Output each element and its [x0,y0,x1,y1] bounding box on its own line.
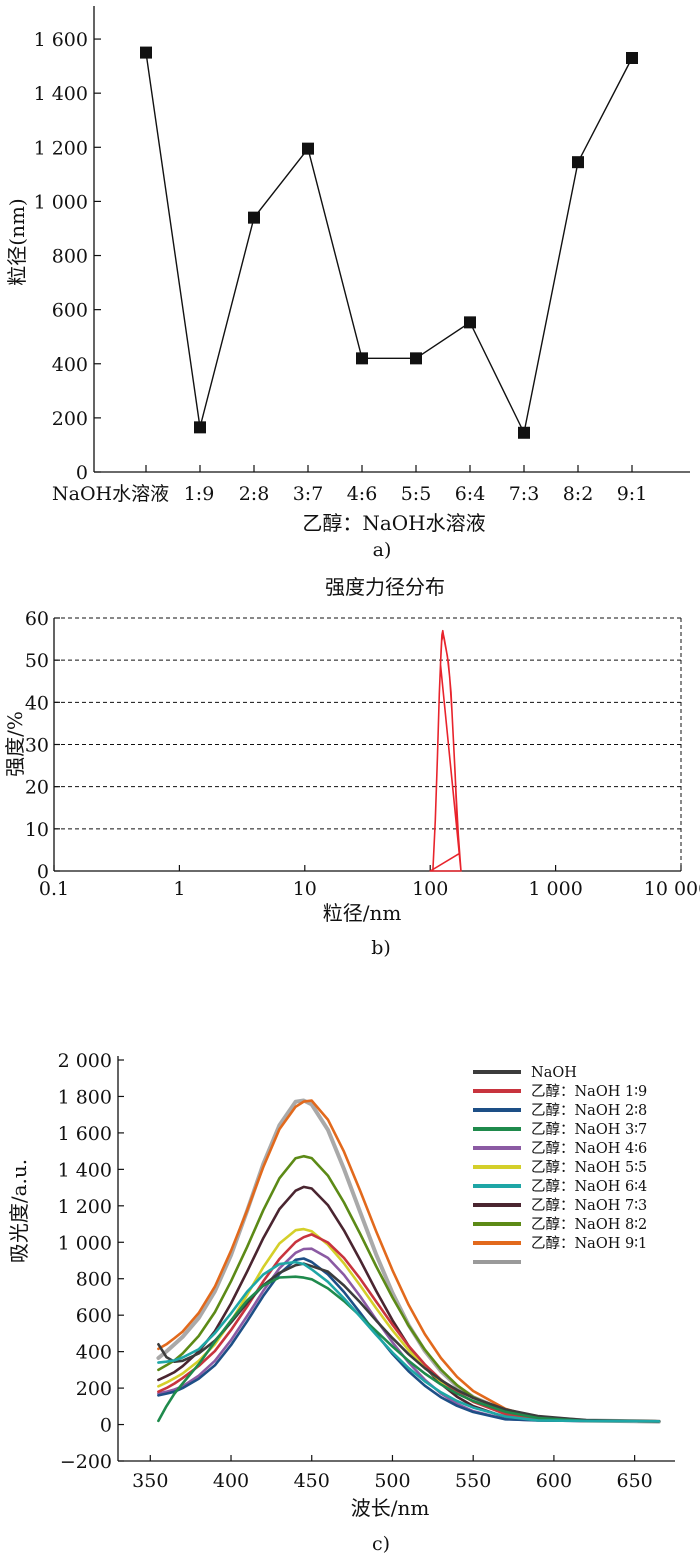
chart-c-series-line [157,1275,661,1423]
chart-a-x-tick-label: 3:7 [293,483,324,505]
chart-a-y-tick-label: 0 [76,462,88,484]
chart-a-y-tick-label: 200 [52,408,88,430]
chart-c-x-tick-label: 400 [213,1470,249,1492]
chart-c-x-tick-label: 350 [132,1470,168,1492]
chart-b-y-axis-label: 强度/% [3,711,27,777]
chart-c: 吸光度/a.u. 波长/nm c) −200 0 200 400 600 800 1 000… [7,1050,675,1555]
chart-c-x-tick-label: 450 [294,1470,330,1492]
chart-b-x-tick-label: 100 [412,878,448,900]
chart-a-data-point [194,421,206,434]
chart-a-y-tick-label: 1 200 [34,137,88,159]
chart-a-data-point [248,211,260,224]
chart-c-y-tick-label: 0 [100,1415,112,1437]
chart-a-x-tick-label: NaOH水溶液 [52,483,169,505]
chart-c-y-tick-label: 1 200 [58,1196,112,1218]
chart-a-y-tick-label: 1 600 [34,29,88,51]
chart-b-y-tick-label: 50 [25,650,49,672]
chart-b-x-tick-label: 0.1 [39,878,69,900]
chart-c-y-tick-label: 800 [76,1269,112,1291]
chart-a-data-point [140,46,152,59]
chart-a-x-tick-label: 1:9 [184,483,215,505]
chart-a-y-tick-label: 1 000 [34,191,88,213]
chart-a-data-point [572,156,584,169]
chart-c-y-tick-label: 600 [76,1305,112,1327]
chart-a-data-point [518,426,530,439]
chart-a-y-tick-label: 600 [52,300,88,322]
chart-c-legend-label: 乙醇：NaOH 5∶5 [531,1159,647,1176]
chart-b-x-tick-label: 10 000 [644,878,700,900]
chart-b-y-tick-label: 10 [25,819,49,841]
chart-c-x-tick-label: 650 [617,1470,653,1492]
chart-c-y-tick-label: 1 600 [58,1123,112,1145]
chart-a-data-point [464,316,476,329]
chart-c-x-tick-label: 500 [374,1470,410,1492]
chart-c-legend-label: 乙醇：NaOH 6∶4 [531,1178,647,1195]
chart-c-y-tick-label: 1 800 [58,1086,112,1108]
chart-c-y-axis-label: 吸光度/a.u. [7,1159,31,1263]
chart-c-legend-label: 乙醇：NaOH 7∶3 [531,1197,647,1214]
chart-c-y-tick-label: 200 [76,1378,112,1400]
chart-c-legend-label: 乙醇：NaOH 3∶7 [531,1121,647,1138]
chart-b-x-tick-label: 10 [293,878,317,900]
chart-a-y-tick-label: 1 400 [34,83,88,105]
chart-a-x-axis-label: 乙醇：NaOH水溶液 [302,511,485,535]
chart-b-y-tick-label: 40 [25,692,49,714]
chart-b-x-axis-label: 粒径/nm [323,901,402,925]
chart-a-x-tick-label: 2:8 [239,483,270,505]
chart-c-legend-label: 乙醇：NaOH 1∶9 [531,1083,647,1100]
chart-a-x-tick-label: 7:3 [509,483,540,505]
chart-c-y-tick-label: 1 000 [58,1232,112,1254]
chart-a-data-point [356,352,368,365]
chart-c-y-tick-label: 1 400 [58,1159,112,1181]
chart-a-series-line [145,52,633,435]
chart-a-data-point [410,352,422,365]
chart-c-x-tick-label: 550 [455,1470,491,1492]
chart-c-series-line [157,1257,661,1423]
chart-a: 粒径(nm) 乙醇：NaOH水溶液 a) 0 200 400 600 800 1 000 1… [5,6,690,561]
chart-c-series-line [157,1154,661,1423]
chart-c-series-line [157,1262,661,1423]
chart-b-title: 强度力径分布 [325,575,445,599]
chart-c-y-tick-label: −200 [60,1451,112,1473]
chart-b: 强度力径分布 强度/% 粒径/nm b) 0 10 20 30 40 50 60 0.1 1 10… [3,575,700,959]
chart-c-legend-label: 乙醇：NaOH 2∶8 [531,1102,647,1119]
chart-c-y-tick-label: 400 [76,1342,112,1364]
chart-b-x-tick-label: 1 000 [528,878,582,900]
chart-c-series-line [157,1099,661,1423]
chart-a-x-tick-label: 6:4 [455,483,486,505]
chart-c-series-line [157,1260,661,1423]
chart-c-legend-label: 乙醇：NaOH 8∶2 [531,1216,647,1233]
chart-b-x-tick-label: 1 [173,878,185,900]
chart-b-y-tick-label: 30 [25,735,49,757]
chart-a-y-axis-label: 粒径(nm) [5,198,29,285]
chart-c-x-axis-label: 波长/nm [351,1496,430,1520]
chart-b-y-tick-label: 20 [25,777,49,799]
chart-a-data-point [302,142,314,155]
chart-c-x-tick-label: 600 [536,1470,572,1492]
chart-a-panel-label: a) [373,539,392,561]
chart-c-legend-label: 乙醇：NaOH 9∶1 [531,1235,647,1252]
chart-b-y-tick-label: 60 [25,608,49,630]
chart-a-x-tick-label: 4:6 [347,483,378,505]
chart-a-x-tick-label: 9:1 [617,483,648,505]
chart-a-x-tick-label: 5:5 [401,483,432,505]
chart-b-series-line [429,629,462,872]
chart-c-legend-label: NaOH [531,1065,577,1081]
chart-c-panel-label: c) [372,1533,390,1555]
chart-a-data-point [626,52,638,64]
chart-a-x-tick-label: 8:2 [563,483,594,505]
chart-b-panel-label: b) [371,937,391,959]
chart-c-y-tick-label: 2 000 [58,1050,112,1072]
chart-b-y-tick-label: 0 [37,861,49,883]
chart-a-y-tick-label: 400 [52,354,88,376]
chart-c-legend-label: 乙醇：NaOH 4∶6 [531,1140,647,1157]
chart-a-y-tick-label: 800 [52,246,88,268]
chart-c-legend: NaOH 乙醇：NaOH 1∶9 乙醇：NaOH 2∶8 乙醇：NaOH 3∶7 乙醇：… [473,1065,647,1264]
